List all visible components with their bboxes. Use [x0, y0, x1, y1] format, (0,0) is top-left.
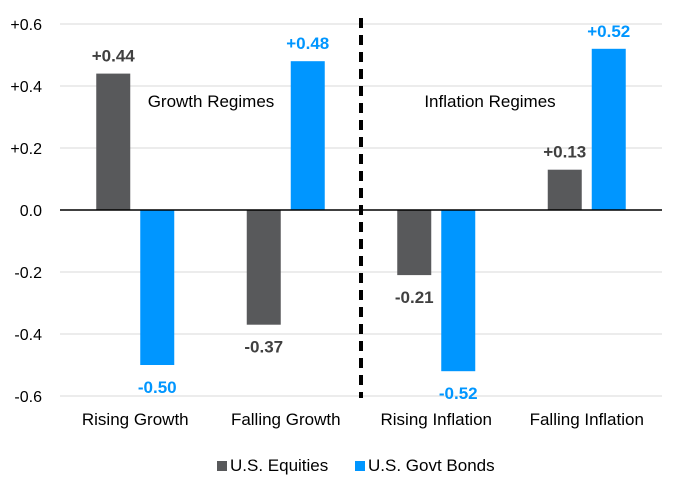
- legend-label: U.S. Equities: [230, 456, 328, 475]
- x-axis-category-labels: Rising Growth Falling Growth Rising Inflat…: [82, 410, 644, 429]
- data-label: +0.52: [587, 22, 630, 41]
- bar-govt-bonds: [441, 210, 476, 372]
- category-label: Rising Inflation: [380, 410, 492, 429]
- legend-swatch: [217, 461, 227, 471]
- bar-equities: [397, 210, 432, 276]
- data-label: -0.21: [395, 288, 434, 307]
- bar-equities: [547, 169, 582, 210]
- y-tick-label: +0.6: [10, 17, 42, 34]
- y-tick-label: 0.0: [20, 203, 42, 220]
- growth-regimes-annotation: Growth Regimes: [148, 92, 275, 111]
- category-label: Falling Growth: [231, 410, 341, 429]
- legend-label: U.S. Govt Bonds: [368, 456, 495, 475]
- bars: [96, 48, 626, 372]
- data-label: -0.50: [138, 378, 177, 397]
- legend-swatch: [355, 461, 365, 471]
- data-labels: +0.44 -0.50 -0.37 +0.48 -0.21 -0.52 +0.13 +0.52: [92, 22, 631, 403]
- bar-equities: [246, 210, 281, 325]
- data-label: +0.44: [92, 47, 136, 66]
- legend: U.S. Equities U.S. Govt Bonds: [217, 456, 495, 475]
- y-tick-label: +0.2: [10, 141, 42, 158]
- y-axis-ticks: +0.6 +0.4 +0.2 0.0 -0.2 -0.4 -0.6: [10, 17, 42, 406]
- y-tick-label: -0.4: [14, 327, 42, 344]
- category-label: Rising Growth: [82, 410, 189, 429]
- y-tick-label: -0.6: [14, 389, 42, 406]
- data-label: -0.37: [244, 338, 283, 357]
- bar-equities: [96, 73, 131, 210]
- bar-govt-bonds: [591, 48, 626, 210]
- bar-govt-bonds: [140, 210, 175, 365]
- category-label: Falling Inflation: [530, 410, 644, 429]
- inflation-regimes-annotation: Inflation Regimes: [424, 92, 555, 111]
- y-tick-label: -0.2: [14, 265, 42, 282]
- data-label: -0.52: [439, 384, 478, 403]
- data-label: +0.48: [286, 34, 329, 53]
- data-label: +0.13: [543, 143, 586, 162]
- bar-govt-bonds: [290, 61, 325, 211]
- y-tick-label: +0.4: [10, 79, 42, 96]
